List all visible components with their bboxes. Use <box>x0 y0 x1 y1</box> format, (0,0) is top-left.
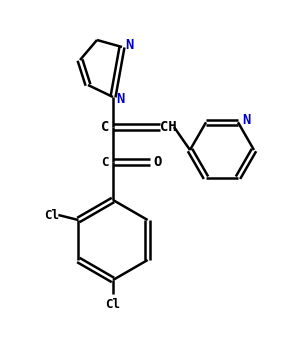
Text: O: O <box>154 155 162 169</box>
Text: C: C <box>101 156 109 168</box>
Text: C: C <box>101 120 109 134</box>
Text: N: N <box>116 92 124 106</box>
Text: N: N <box>125 38 133 52</box>
Text: Cl: Cl <box>106 297 121 310</box>
Text: Cl: Cl <box>44 208 59 221</box>
Text: N: N <box>242 113 250 127</box>
Text: CH: CH <box>160 120 177 134</box>
